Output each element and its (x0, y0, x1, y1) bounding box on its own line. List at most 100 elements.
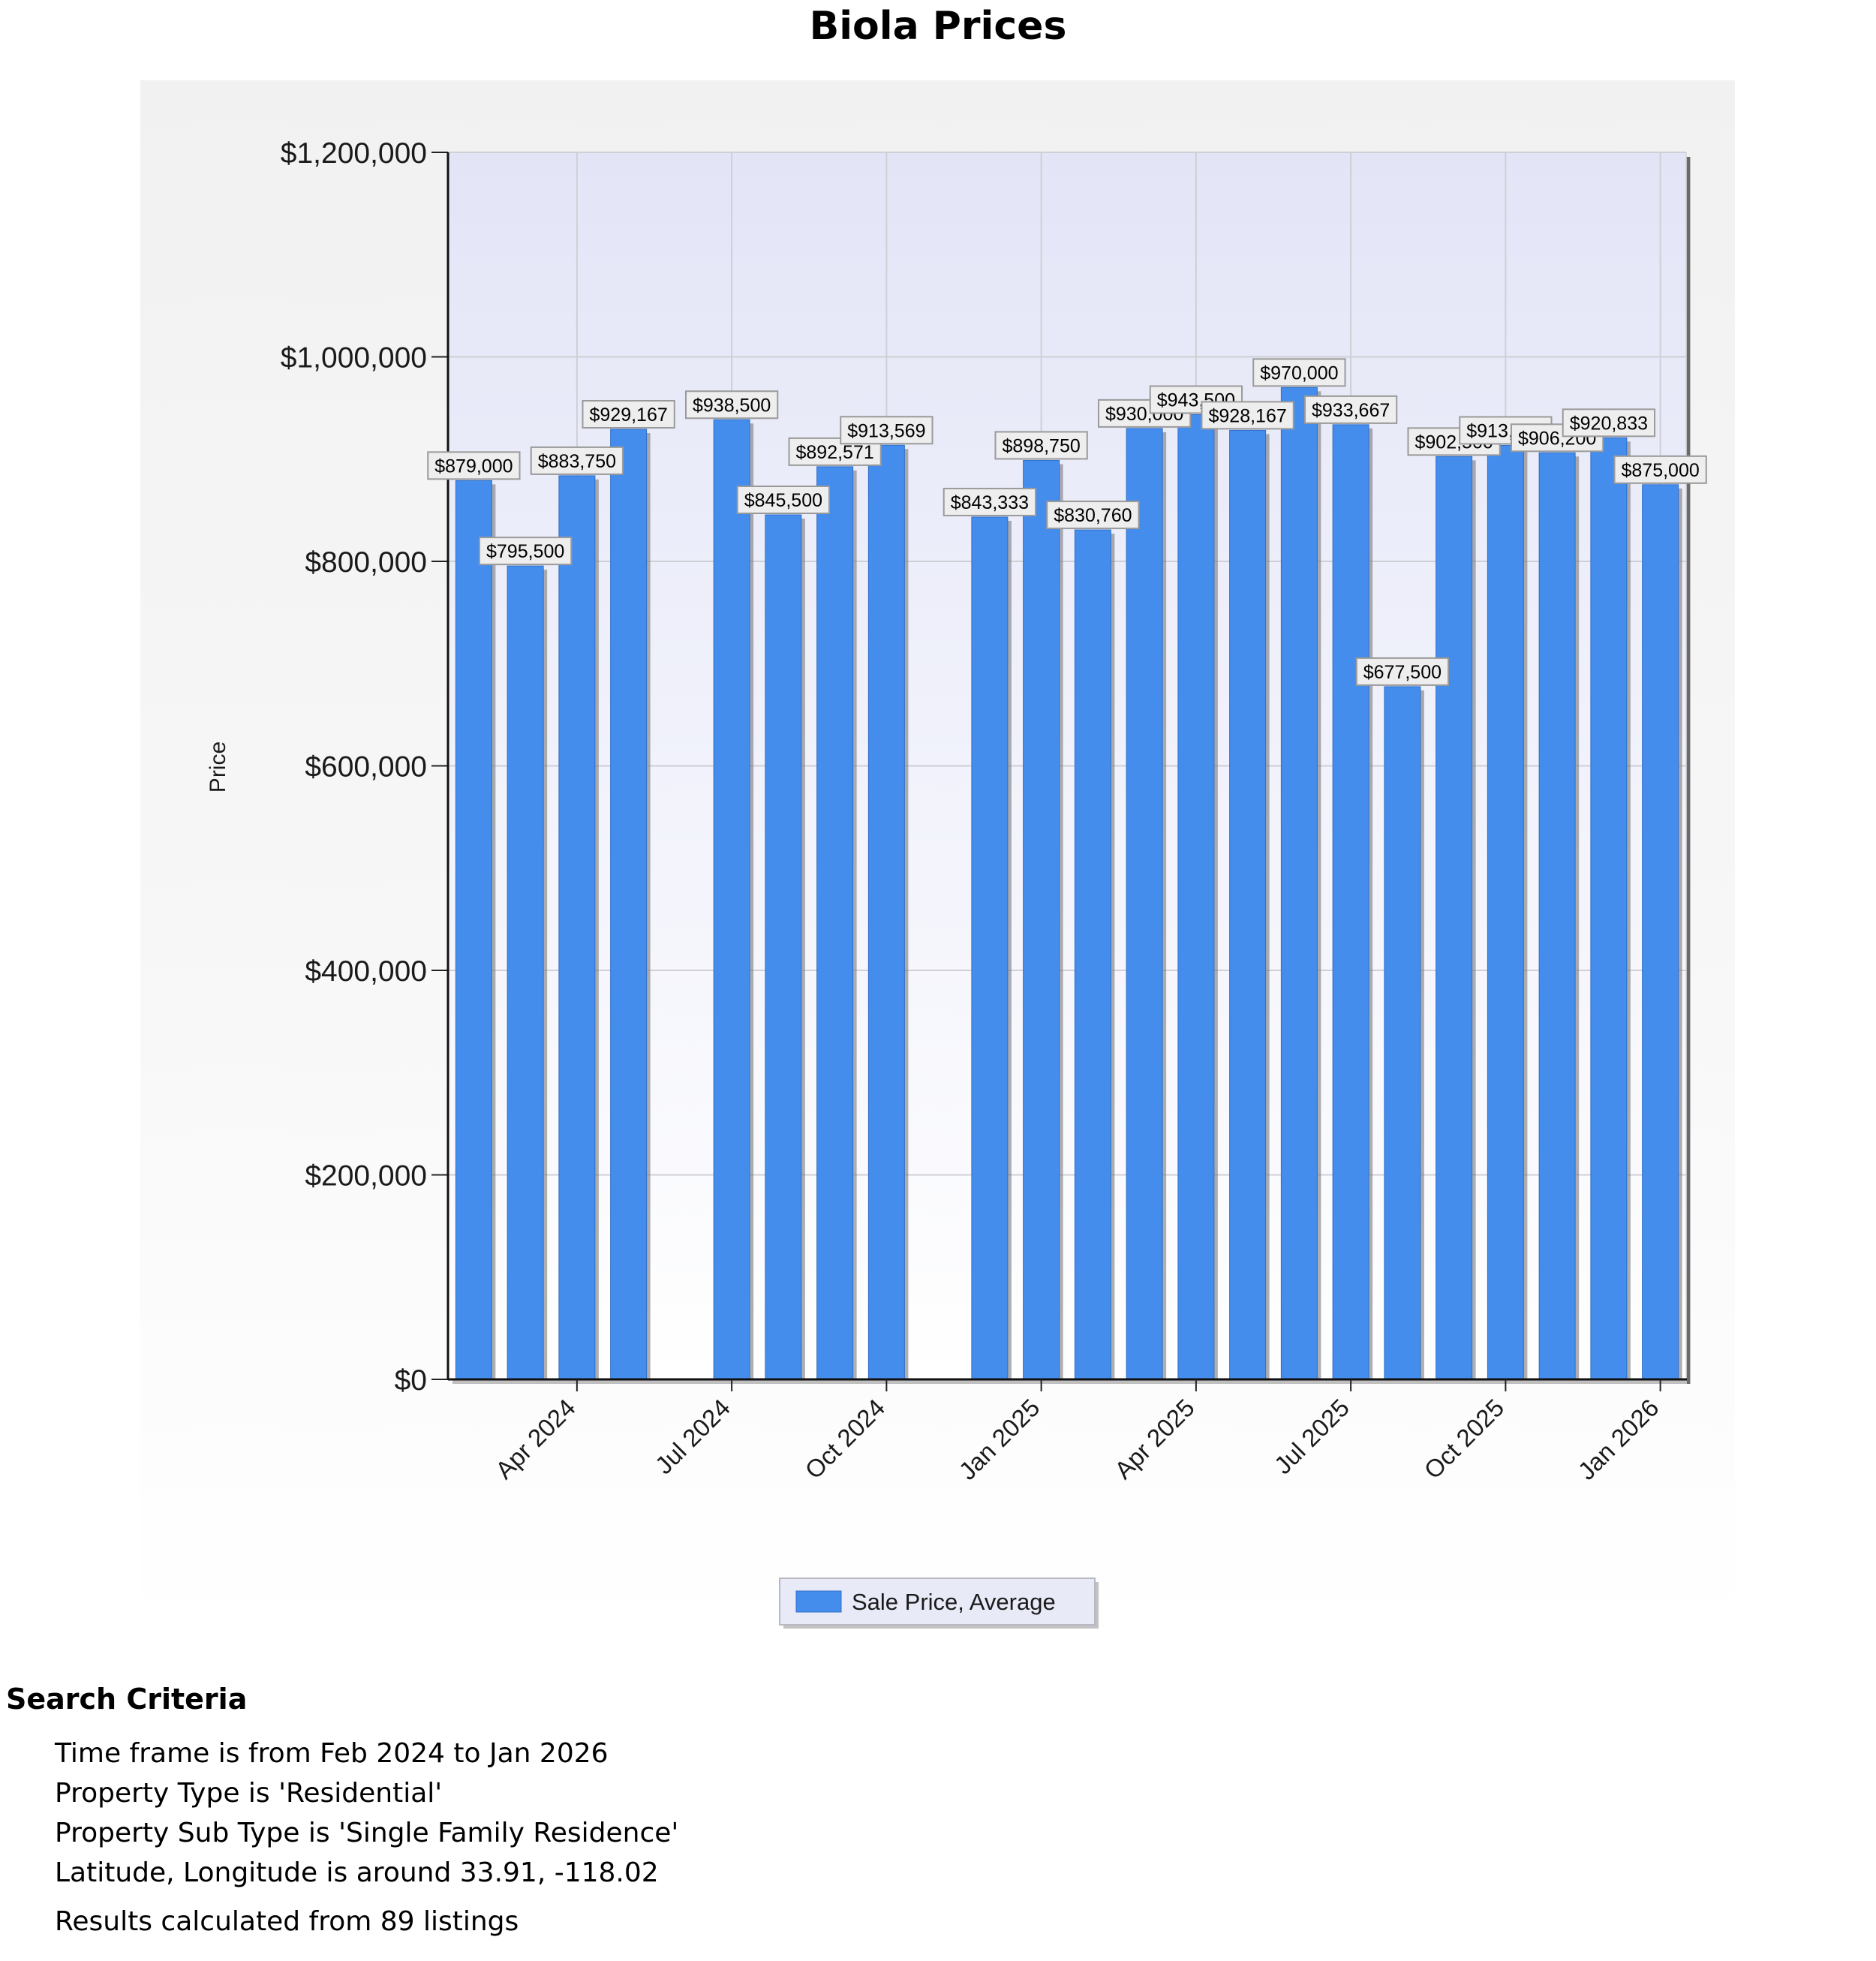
x-tick-label: Jul 2024 (650, 1394, 735, 1479)
data-label: $845,500 (736, 486, 831, 515)
bar (1487, 444, 1524, 1380)
data-label-text: $879,000 (434, 456, 513, 477)
legend-label: Sale Price, Average (852, 1589, 1056, 1615)
bar (1538, 452, 1576, 1380)
y-tick-label: $600,000 (305, 751, 427, 783)
x-tick-label: Jul 2025 (1269, 1394, 1354, 1479)
data-label: $879,000 (427, 451, 521, 480)
bar (1023, 459, 1060, 1380)
x-tick-label: Oct 2025 (1418, 1394, 1509, 1484)
data-label-box (1046, 501, 1140, 530)
page-title: Biola Prices (809, 4, 1067, 49)
criteria-item: Property Sub Type is 'Single Family Resi… (55, 1818, 679, 1848)
bar (1436, 456, 1473, 1380)
bar (1590, 437, 1628, 1380)
criteria-item: Property Type is 'Residential' (55, 1778, 443, 1809)
data-label-box (478, 537, 573, 566)
data-label-box (1201, 401, 1294, 430)
bar (765, 514, 802, 1380)
bar (1332, 424, 1369, 1380)
data-label-text: $929,167 (589, 405, 667, 426)
criteria-item: Time frame is from Feb 2024 to Jan 2026 (55, 1738, 609, 1769)
data-label: $933,667 (1303, 395, 1398, 424)
data-label: $795,500 (478, 537, 573, 566)
data-labels: $879,000 $795,500 $883,750 $929,167 $938,500… (427, 358, 1707, 686)
data-label-box (1252, 358, 1346, 387)
y-tick-label: $1,200,000 (281, 137, 427, 170)
y-tick-label: $0 (395, 1364, 427, 1397)
data-label: $843,333 (943, 487, 1037, 516)
data-label: $938,500 (684, 390, 779, 420)
data-label-text: $883,750 (538, 451, 616, 472)
data-label-text: $898,750 (1002, 435, 1080, 456)
data-label-box (582, 400, 675, 429)
bar (1177, 414, 1215, 1380)
data-label-box (530, 446, 624, 475)
bar (971, 516, 1009, 1380)
data-label-box (840, 416, 933, 445)
data-label-box (1303, 395, 1398, 424)
bar (507, 565, 544, 1380)
bar (816, 466, 854, 1380)
bar (1126, 428, 1163, 1380)
data-label-text: $928,167 (1208, 405, 1286, 426)
data-label: $913,569 (840, 416, 933, 445)
bar (1384, 686, 1421, 1380)
bar (1642, 484, 1679, 1380)
bar (713, 419, 750, 1380)
data-label-text: $875,000 (1621, 460, 1699, 481)
data-label-text: $677,500 (1363, 662, 1442, 683)
bar (1229, 429, 1267, 1380)
y-tick-label: $1,000,000 (281, 342, 427, 374)
bar (455, 480, 492, 1380)
criteria-list: Time frame is from Feb 2024 to Jan 2026 … (6, 1734, 678, 1893)
data-label-box (1562, 408, 1656, 438)
data-label-text: $845,500 (744, 490, 822, 511)
data-label-box (943, 487, 1037, 516)
y-axis-title: Price (206, 741, 230, 793)
bar (1074, 529, 1111, 1380)
data-label-box (736, 486, 831, 515)
x-tick-label: Jan 2026 (1572, 1394, 1664, 1485)
data-label-text: $938,500 (693, 395, 771, 416)
x-tick-label: Oct 2024 (799, 1394, 890, 1484)
data-label-box (994, 431, 1088, 460)
data-label: $875,000 (1613, 455, 1707, 484)
criteria-title: Search Criteria (6, 1683, 248, 1716)
data-label: $928,167 (1201, 401, 1294, 430)
legend: Sale Price, Average (779, 1578, 1099, 1629)
data-label: $898,750 (994, 431, 1088, 460)
data-label-text: $920,833 (1570, 413, 1648, 434)
data-label: $830,760 (1046, 501, 1140, 530)
data-label: $920,833 (1562, 408, 1656, 438)
data-label-text: $830,760 (1054, 505, 1132, 526)
data-label-box (1355, 657, 1450, 686)
x-tick-label: Apr 2024 (490, 1394, 581, 1484)
data-label-box (427, 451, 521, 480)
bar (867, 444, 905, 1380)
data-label: $970,000 (1252, 358, 1346, 387)
data-label: $929,167 (582, 400, 675, 429)
search-criteria: Search Criteria Time frame is from Feb 2… (6, 1681, 678, 1941)
legend-box (779, 1578, 1096, 1626)
data-label: $677,500 (1355, 657, 1450, 686)
data-label-box (1613, 455, 1707, 484)
y-tick-label: $800,000 (305, 546, 427, 579)
data-label-box (684, 390, 779, 420)
results-count: Results calculated from 89 listings (55, 1906, 519, 1937)
data-label-text: $795,500 (486, 541, 564, 562)
bar (610, 429, 648, 1380)
data-label-text: $933,667 (1312, 400, 1390, 421)
x-tick-label: Jan 2025 (953, 1394, 1045, 1485)
data-label-text: $970,000 (1260, 362, 1338, 383)
data-label-text: $843,333 (951, 492, 1029, 513)
legend-swatch (795, 1590, 842, 1613)
data-label: $892,571 (788, 437, 882, 466)
y-tick-label: $400,000 (305, 955, 427, 988)
y-tick-label: $200,000 (305, 1160, 427, 1193)
data-label-text: $892,571 (795, 442, 873, 463)
data-label-box (1149, 385, 1243, 414)
data-label: $883,750 (530, 446, 624, 475)
bar-series (455, 386, 1682, 1380)
bar (558, 475, 596, 1380)
